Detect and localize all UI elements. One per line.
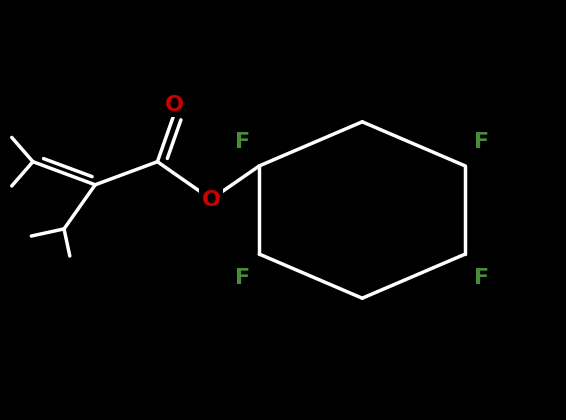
Text: F: F xyxy=(235,268,250,289)
Text: O: O xyxy=(165,95,184,115)
Text: F: F xyxy=(474,268,489,289)
Text: O: O xyxy=(201,189,221,210)
Text: F: F xyxy=(235,131,250,152)
Text: F: F xyxy=(474,131,489,152)
